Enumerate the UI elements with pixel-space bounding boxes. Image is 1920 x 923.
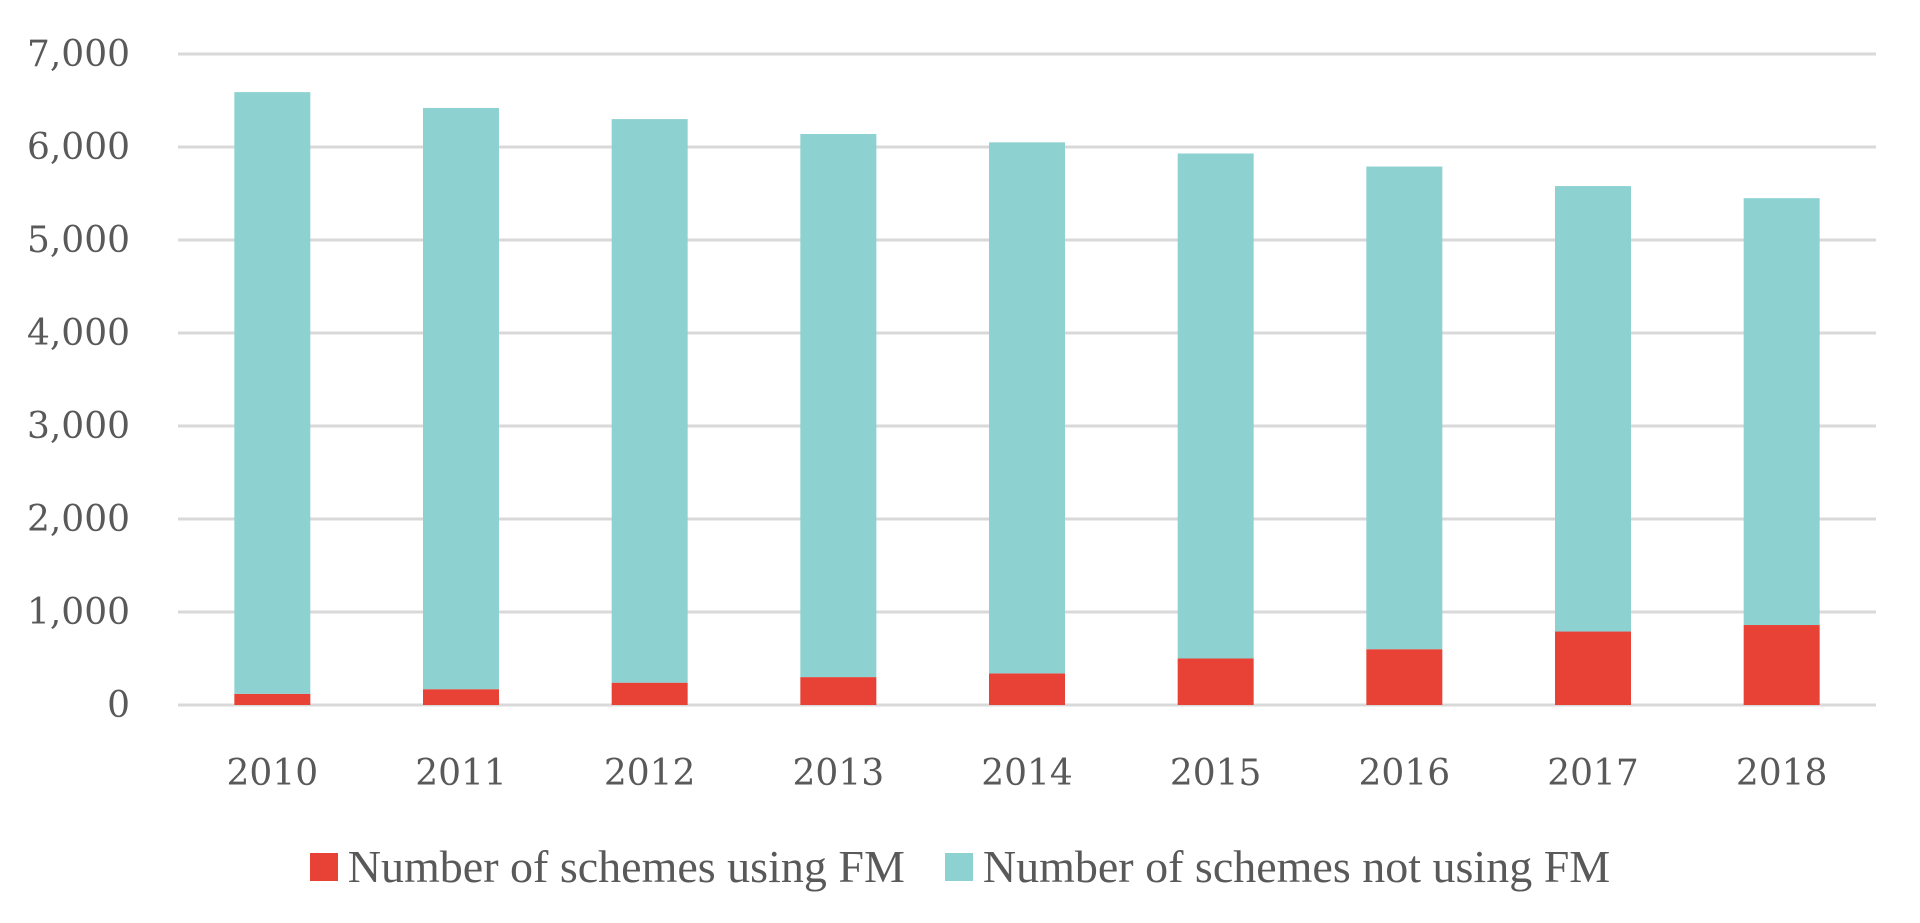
- y-tick-label: 4,000: [27, 313, 130, 354]
- x-tick-label: 2018: [1736, 753, 1828, 794]
- x-tick-label: 2012: [604, 753, 696, 794]
- x-tick-label: 2016: [1359, 753, 1451, 794]
- legend-item-not-using-fm: Number of schemes not using FM: [944, 840, 1611, 893]
- bar-not-using-fm: [800, 133, 877, 678]
- x-tick-label: 2010: [227, 753, 319, 794]
- legend-swatch-using-fm: [309, 852, 338, 881]
- bars: [234, 92, 1820, 705]
- y-tick-label: 0: [107, 685, 130, 726]
- bar-using-fm: [611, 682, 688, 705]
- x-tick-label: 2014: [981, 753, 1073, 794]
- bar-using-fm: [1366, 649, 1443, 705]
- legend-swatch-not-using-fm: [944, 852, 973, 881]
- bar-not-using-fm: [989, 142, 1065, 674]
- bar-using-fm: [423, 689, 499, 705]
- x-tick-label: 2013: [793, 753, 885, 794]
- bar-not-using-fm: [1177, 153, 1254, 659]
- y-tick-label: 1,000: [27, 592, 130, 633]
- legend-label-using-fm: Number of schemes using FM: [347, 841, 905, 892]
- x-tick-label: 2015: [1170, 753, 1262, 794]
- bar-not-using-fm: [234, 92, 311, 694]
- legend-item-using-fm: Number of schemes using FM: [309, 840, 905, 893]
- bar-using-fm: [1555, 631, 1631, 705]
- bar-not-using-fm: [1366, 166, 1443, 650]
- bar-using-fm: [234, 693, 311, 705]
- bar-using-fm: [800, 677, 877, 705]
- x-tick-label: 2017: [1547, 753, 1639, 794]
- bar-using-fm: [1743, 625, 1820, 705]
- legend: Number of schemes using FM Number of sch…: [0, 840, 1920, 893]
- bar-not-using-fm: [611, 119, 688, 683]
- y-tick-label: 3,000: [27, 406, 130, 447]
- y-axis-tick-labels: 0 1,000 2,000 3,000 4,000 5,000 6,000 7,000: [27, 34, 130, 726]
- bar-not-using-fm: [423, 107, 499, 690]
- y-tick-label: 6,000: [27, 127, 130, 168]
- stacked-bar-chart: 0 1,000 2,000 3,000 4,000 5,000 6,000 7,000 201…: [27, 34, 1876, 794]
- x-tick-label: 2011: [415, 753, 507, 794]
- bar-using-fm: [989, 673, 1065, 705]
- y-tick-label: 7,000: [27, 34, 130, 75]
- bar-not-using-fm: [1555, 186, 1631, 632]
- y-tick-label: 5,000: [27, 220, 130, 261]
- legend-label-not-using-fm: Number of schemes not using FM: [982, 841, 1611, 892]
- x-axis-tick-labels: 2010 2011 2012 2013 2014 2015 2016 2017 2018: [227, 753, 1828, 794]
- y-tick-label: 2,000: [27, 499, 130, 540]
- bar-not-using-fm: [1743, 198, 1820, 626]
- bar-using-fm: [1177, 658, 1254, 705]
